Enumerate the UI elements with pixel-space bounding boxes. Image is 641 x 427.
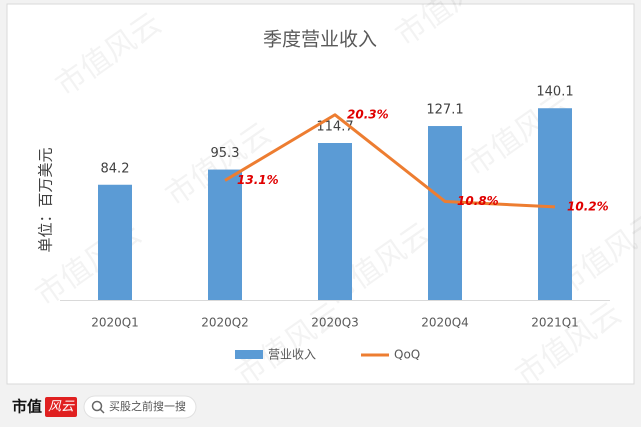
chart-title: 季度营业收入 (263, 29, 377, 51)
legend-label: 营业收入 (268, 348, 316, 362)
bar (428, 126, 462, 300)
bar (538, 108, 572, 300)
line-value-label: 10.2% (567, 199, 609, 213)
bar-value-label: 127.1 (426, 103, 463, 118)
search-icon (91, 400, 103, 412)
bar-value-label: 140.1 (536, 85, 573, 100)
bar (98, 184, 132, 300)
brand: 市值 (12, 398, 42, 416)
bar-value-label: 95.3 (211, 146, 240, 161)
x-tick-label: 2021Q1 (531, 316, 579, 330)
search-box[interactable] (83, 395, 197, 419)
x-tick-label: 2020Q2 (201, 316, 249, 330)
legend-label: QoQ (394, 348, 420, 362)
legend-swatch (235, 350, 263, 359)
bar-value-label: 84.2 (101, 161, 130, 176)
line (224, 113, 556, 209)
x-tick-label: 2020Q1 (91, 316, 139, 330)
x-tick-label: 2020Q3 (311, 316, 359, 330)
x-tick-label: 2020Q4 (421, 316, 469, 330)
line-value-label: 10.8% (457, 194, 499, 208)
search-text: 买股之前搜一搜 (109, 399, 186, 413)
line-value-label: 13.1% (237, 173, 279, 187)
bar (318, 143, 352, 300)
plot: 2020Q1 2020Q2 2020Q3 2020Q4 2021Q184.295.311… (91, 85, 608, 362)
bar (208, 169, 242, 300)
brand-mark-box (45, 397, 77, 417)
search-icon-handle (99, 408, 105, 414)
line-value-label: 20.3% (347, 107, 389, 121)
y-axis-label: 单位：百万美元 (37, 147, 55, 252)
brand-mark: 风云 (48, 400, 75, 415)
